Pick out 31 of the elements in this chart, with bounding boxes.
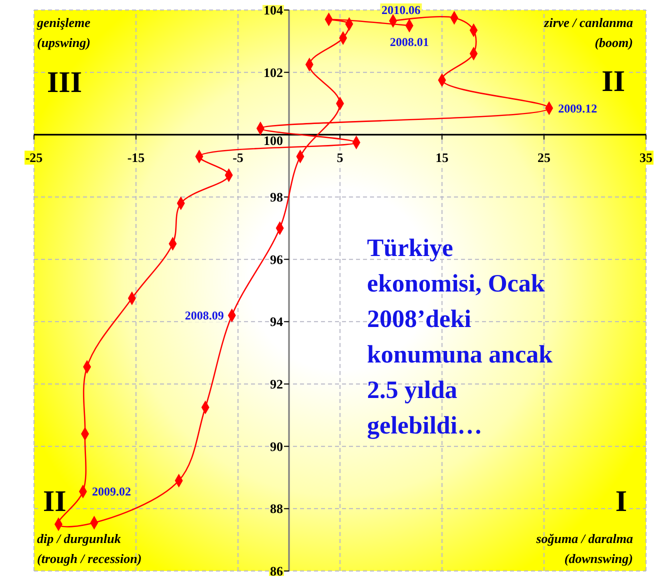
y-tick-label: 96: [270, 252, 284, 267]
y-tick-label: 100: [264, 133, 283, 148]
annotation: zirve / canlanma (boom): [543, 15, 634, 50]
annotation: 2009.02: [92, 484, 131, 499]
annotation: II: [602, 65, 625, 98]
annotation: 2009.12: [558, 101, 598, 116]
y-tick-label: 102: [264, 64, 283, 80]
x-tick-label: -5: [232, 150, 244, 166]
y-tick-label: 92: [270, 376, 283, 392]
annotation: dip / durgunluk (trough / recession): [37, 531, 142, 566]
x-tick-label: 35: [640, 150, 653, 166]
annotation: 2008.01: [390, 34, 429, 49]
annotation: III: [47, 66, 82, 99]
annotation: 2010.06: [382, 3, 421, 18]
x-tick-label: 15: [436, 150, 449, 166]
y-tick-label: 104: [264, 2, 284, 18]
x-tick-label: 25: [538, 150, 551, 166]
y-tick-label: 86: [270, 564, 284, 579]
annotation: Türkiye ekonomisi, Ocak 2008’deki konumuna ancak 2.5 yılda gelebildi…: [367, 235, 553, 440]
annotation: genişleme (upswing): [36, 15, 91, 50]
y-tick-label: 88: [270, 501, 284, 516]
x-tick-label: 5: [336, 150, 344, 166]
x-tick-label: -25: [25, 150, 44, 166]
annotation: II: [43, 485, 66, 518]
y-tick-label: 94: [270, 314, 284, 330]
y-tick-label: 90: [270, 438, 283, 454]
annotation: soğuma / daralma (downswing): [535, 531, 634, 566]
annotation: I: [615, 485, 627, 518]
x-tick-label: -15: [127, 150, 146, 166]
y-tick-label: 98: [270, 190, 284, 205]
annotation: 2008.09: [184, 308, 224, 323]
